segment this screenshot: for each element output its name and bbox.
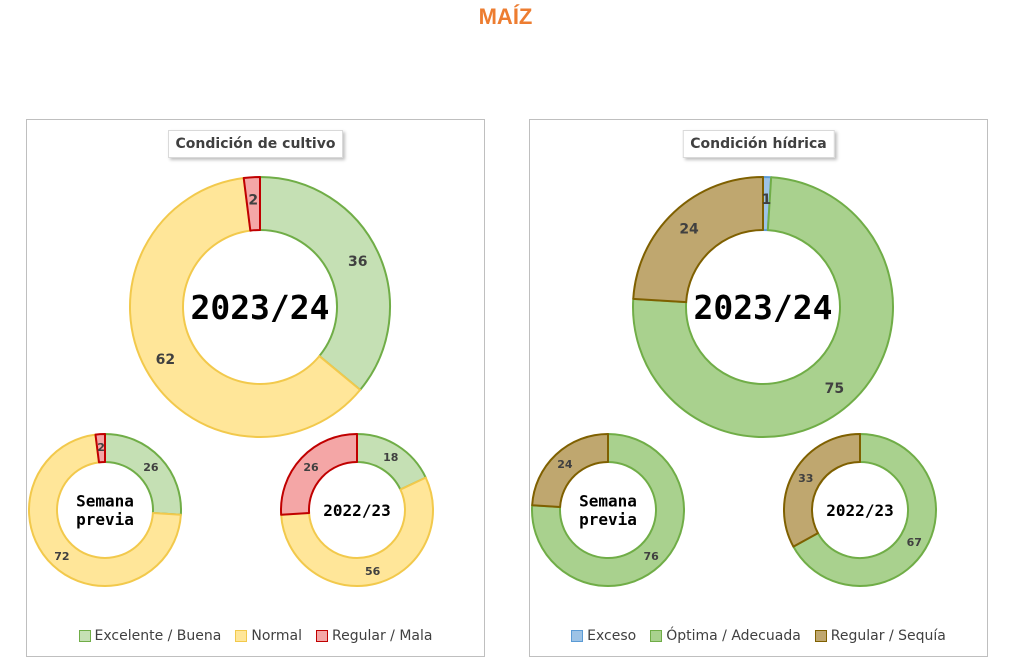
slice-semana-previa-normal <box>28 433 182 587</box>
crop-condition-panel: 36 62 2 2023/24 26 72 2 Semana previa 18 56 26 2022/… <box>26 119 485 657</box>
legend-swatch-regular-sequia <box>814 630 827 642</box>
value-label-2022-23-excelente-buena: 18 <box>383 451 398 464</box>
legend-item-excelente-buena: Excelente / Buena <box>78 628 222 644</box>
center-label-2023-24: 2023/24 <box>693 288 832 327</box>
slice-2022-23-optima-adecuada <box>792 433 937 587</box>
legend-label-regular-mala: Regular / Mala <box>332 628 433 644</box>
center-label-semana-previa: Semana previa <box>579 492 637 529</box>
slice-2023-24-regular-sequia <box>632 176 764 304</box>
value-label-semana-previa-excelente-buena: 26 <box>143 461 159 474</box>
water-condition-legend: Exceso Óptima / Adecuada Regular / Sequí… <box>530 628 987 644</box>
value-label-semana-previa-regular-sequia: 24 <box>557 458 573 471</box>
legend-item-regular-mala: Regular / Mala <box>316 628 432 644</box>
slice-2023-24-regular-mala <box>242 176 261 232</box>
slice-2023-24-excelente-buena <box>259 176 391 391</box>
center-label-2022-23: 2022/23 <box>826 501 893 520</box>
legend-swatch-normal <box>235 630 248 642</box>
legend-label-optima-adecuada: Óptima / Adecuada <box>666 628 801 644</box>
value-label-semana-previa-optima-adecuada: 76 <box>643 550 659 563</box>
value-label-semana-previa-normal: 72 <box>54 550 69 563</box>
legend-item-regular-sequia: Regular / Sequía <box>814 628 946 644</box>
legend-swatch-exceso <box>571 630 584 642</box>
value-label-semana-previa-regular-mala: 2 <box>97 441 105 454</box>
legend-label-regular-sequia: Regular / Sequía <box>830 628 946 644</box>
crop-condition-chart: 36 62 2 2023/24 26 72 2 Semana previa 18 56 26 2022/… <box>28 176 434 587</box>
legend-label-excelente-buena: Excelente / Buena <box>94 628 222 644</box>
legend-item-normal: Normal <box>235 628 302 644</box>
slice-semana-previa-regular-sequia <box>531 433 609 508</box>
slice-2023-24-optima-adecuada <box>632 176 894 438</box>
crop-condition-title: Condición de cultivo <box>167 130 344 158</box>
value-label-2023-24-exceso: 1 <box>762 192 772 208</box>
crop-condition-legend: Excelente / Buena Normal Regular / Mala <box>27 628 484 644</box>
value-label-2022-23-regular-sequia: 33 <box>798 472 813 485</box>
legend-swatch-optima-adecuada <box>650 630 663 642</box>
value-label-2023-24-normal: 62 <box>156 352 175 368</box>
slice-semana-previa-regular-mala <box>94 433 106 464</box>
legend-swatch-regular-mala <box>316 630 329 642</box>
value-label-2023-24-regular-sequia: 24 <box>679 221 699 237</box>
center-label-semana-previa: Semana previa <box>76 492 134 529</box>
water-condition-title: Condición hídrica <box>682 130 835 158</box>
legend-item-optima-adecuada: Óptima / Adecuada <box>650 628 801 644</box>
value-label-2023-24-regular-mala: 2 <box>248 192 258 208</box>
slice-2022-23-regular-sequia <box>783 433 861 548</box>
water-condition-panel: 1 75 24 2023/24 76 24 Semana previa 67 33 2022/23 … <box>529 119 988 657</box>
slice-2022-23-normal <box>280 476 434 587</box>
page-title: MAÍZ <box>478 4 533 29</box>
legend-swatch-excelente-buena <box>78 630 91 642</box>
legend-label-normal: Normal <box>251 628 303 644</box>
value-label-2023-24-optima-adecuada: 75 <box>825 381 844 397</box>
legend-item-exceso: Exceso <box>571 628 636 644</box>
value-label-2022-23-optima-adecuada: 67 <box>907 536 922 549</box>
legend-label-exceso: Exceso <box>587 628 637 644</box>
slice-semana-previa-optima-adecuada <box>531 433 685 587</box>
value-label-2022-23-regular-mala: 26 <box>303 461 319 474</box>
slice-2022-23-regular-mala <box>280 433 358 516</box>
slice-2023-24-normal <box>129 177 362 438</box>
center-label-2023-24: 2023/24 <box>190 288 329 327</box>
value-label-2023-24-excelente-buena: 36 <box>348 254 367 270</box>
water-condition-chart: 1 75 24 2023/24 76 24 Semana previa 67 33 2022/23 <box>531 176 937 587</box>
center-label-2022-23: 2022/23 <box>323 501 390 520</box>
value-label-2022-23-normal: 56 <box>365 565 381 578</box>
